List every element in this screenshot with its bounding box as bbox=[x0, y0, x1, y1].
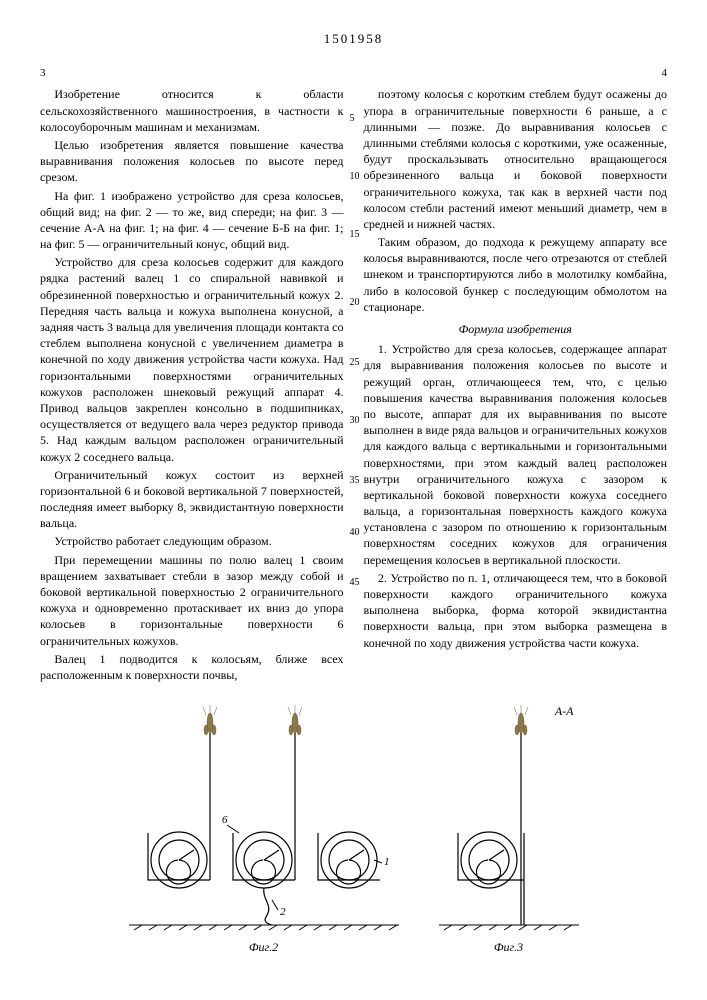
figures-row: 6 1 2 Фиг.2 А-А bbox=[40, 705, 667, 955]
right-column: 5 10 15 20 25 30 35 40 45 4 поэтому коло… bbox=[364, 66, 668, 686]
para: Устройство для среза колосьев содержит д… bbox=[40, 254, 344, 464]
ref-label-6: 6 bbox=[222, 814, 228, 826]
ref-label-2: 2 bbox=[280, 906, 286, 918]
col-number-right: 4 bbox=[364, 66, 668, 81]
left-column: 3 Изобретение относится к области сельск… bbox=[40, 66, 344, 686]
figure-3-svg bbox=[434, 705, 584, 935]
line-number: 25 bbox=[350, 356, 360, 370]
figure-2-svg: 6 1 2 bbox=[124, 705, 404, 935]
claim: 1. Устройство для среза колосьев, содерж… bbox=[364, 341, 668, 568]
para: При перемещении машины по полю валец 1 с… bbox=[40, 552, 344, 649]
line-number: 40 bbox=[350, 526, 360, 540]
text-columns: 3 Изобретение относится к области сельск… bbox=[40, 66, 667, 686]
section-label: А-А bbox=[555, 703, 574, 719]
line-number: 20 bbox=[350, 296, 360, 310]
para: На фиг. 1 изображено устройство для срез… bbox=[40, 188, 344, 253]
figure-3-label: Фиг.3 bbox=[434, 939, 584, 955]
para: Устройство работает следующим образом. bbox=[40, 533, 344, 549]
page-number: 1501958 bbox=[40, 30, 667, 48]
para: поэтому колосья с коротким стеблем будут… bbox=[364, 86, 668, 232]
line-number: 5 bbox=[350, 112, 355, 126]
figure-2-label: Фиг.2 bbox=[124, 939, 404, 955]
figure-2: 6 1 2 Фиг.2 bbox=[124, 705, 404, 955]
para: Таким образом, до подхода к режущему апп… bbox=[364, 234, 668, 315]
formula-title: Формула изобретения bbox=[364, 321, 668, 337]
para: Ограничительный кожух состоит из верхней… bbox=[40, 467, 344, 532]
para: Изобретение относится к области сельскох… bbox=[40, 86, 344, 135]
line-number: 10 bbox=[350, 170, 360, 184]
line-number: 35 bbox=[350, 474, 360, 488]
line-number: 30 bbox=[350, 414, 360, 428]
para: Валец 1 подводится к колосьям, ближе все… bbox=[40, 651, 344, 683]
line-number: 15 bbox=[350, 228, 360, 242]
figure-3: А-А bbox=[434, 705, 584, 955]
ref-label-1: 1 bbox=[384, 856, 390, 868]
line-number: 45 bbox=[350, 576, 360, 590]
para: Целью изобретения является повышение кач… bbox=[40, 137, 344, 186]
claim: 2. Устройство по п. 1, отличающееся тем,… bbox=[364, 570, 668, 651]
col-number-left: 3 bbox=[40, 66, 344, 81]
